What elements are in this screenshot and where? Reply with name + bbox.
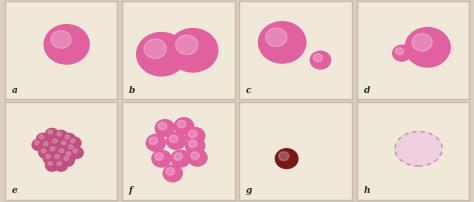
Circle shape (163, 165, 182, 182)
Text: e: e (11, 185, 17, 194)
Circle shape (144, 40, 166, 59)
Circle shape (64, 150, 76, 161)
Circle shape (265, 29, 287, 47)
Circle shape (57, 162, 62, 166)
Circle shape (171, 150, 190, 167)
Circle shape (48, 162, 53, 166)
Circle shape (73, 149, 77, 153)
Circle shape (275, 149, 298, 169)
Circle shape (71, 139, 75, 143)
Circle shape (48, 130, 53, 134)
Circle shape (48, 145, 61, 157)
Circle shape (59, 149, 64, 153)
Circle shape (279, 152, 289, 161)
Circle shape (41, 149, 46, 153)
Circle shape (392, 46, 410, 62)
Circle shape (41, 141, 54, 152)
Circle shape (155, 153, 164, 161)
Circle shape (62, 141, 66, 145)
Text: f: f (129, 185, 133, 194)
Circle shape (137, 33, 186, 77)
Circle shape (412, 34, 432, 52)
Circle shape (46, 129, 58, 140)
Circle shape (313, 55, 322, 63)
Circle shape (61, 155, 74, 166)
Text: h: h (364, 185, 370, 194)
Circle shape (146, 135, 165, 152)
Circle shape (176, 36, 198, 55)
Circle shape (189, 130, 197, 138)
Text: d: d (364, 85, 370, 94)
Circle shape (177, 121, 186, 128)
Circle shape (66, 143, 79, 155)
Circle shape (188, 149, 207, 166)
Text: c: c (246, 85, 252, 94)
Circle shape (55, 131, 67, 142)
Circle shape (174, 153, 182, 161)
Circle shape (166, 133, 186, 149)
Text: a: a (11, 85, 18, 94)
Circle shape (405, 28, 450, 68)
Circle shape (44, 142, 48, 146)
Circle shape (57, 147, 70, 159)
Circle shape (55, 155, 59, 159)
Circle shape (57, 132, 62, 136)
Circle shape (66, 152, 71, 156)
Circle shape (174, 118, 193, 135)
Circle shape (191, 152, 200, 160)
Circle shape (395, 48, 403, 56)
Circle shape (59, 140, 72, 151)
Text: g: g (246, 185, 252, 194)
Circle shape (158, 123, 167, 130)
Circle shape (258, 23, 306, 64)
Circle shape (310, 52, 330, 70)
Text: b: b (129, 85, 135, 94)
Circle shape (68, 145, 73, 149)
Circle shape (43, 153, 56, 164)
Circle shape (55, 160, 67, 171)
Circle shape (169, 135, 178, 143)
Ellipse shape (395, 132, 442, 166)
Circle shape (70, 147, 83, 159)
Circle shape (63, 134, 75, 145)
Circle shape (52, 153, 65, 164)
Circle shape (51, 31, 71, 49)
Circle shape (39, 135, 44, 139)
Circle shape (35, 141, 39, 145)
Circle shape (39, 147, 52, 159)
Circle shape (46, 160, 58, 171)
Circle shape (32, 140, 45, 151)
Circle shape (155, 120, 174, 137)
Circle shape (50, 147, 55, 151)
Circle shape (168, 29, 218, 73)
Circle shape (36, 134, 49, 145)
Circle shape (50, 138, 63, 149)
Circle shape (166, 168, 174, 175)
Circle shape (53, 139, 57, 143)
Circle shape (44, 25, 89, 65)
Circle shape (186, 138, 205, 154)
Circle shape (65, 135, 70, 139)
Circle shape (189, 140, 197, 148)
Circle shape (149, 137, 158, 145)
Circle shape (46, 155, 50, 159)
Circle shape (186, 128, 205, 145)
Circle shape (68, 138, 81, 149)
Circle shape (152, 150, 171, 167)
Circle shape (64, 157, 68, 161)
